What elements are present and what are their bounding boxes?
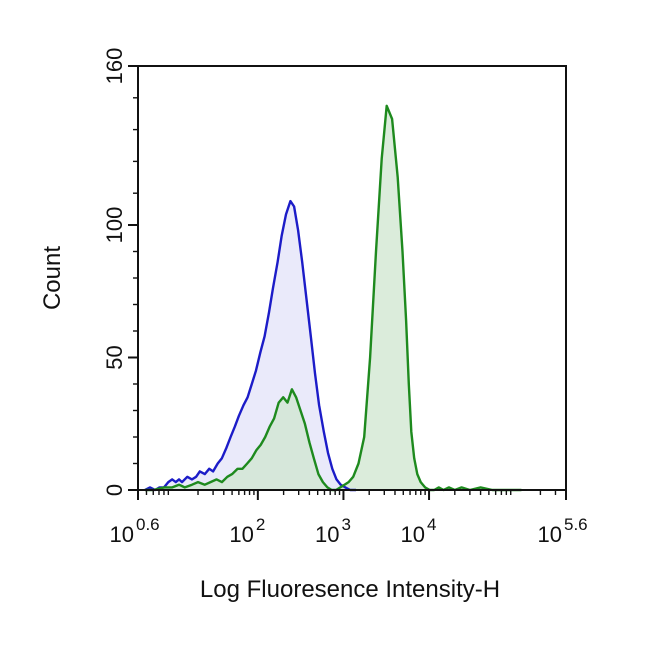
series-1-line [144, 199, 356, 492]
x-axis: 10 0.6 10 2 10 3 10 4 10 5.6 [110, 490, 588, 547]
y-tick-label: 50 [102, 345, 127, 369]
series-lines [144, 104, 522, 492]
x-tick-exponent: 4 [427, 515, 436, 534]
plot-frame [137, 65, 567, 491]
y-axis-title: Count [39, 246, 66, 310]
x-tick-label: 10 [229, 522, 253, 547]
x-tick-label: 10 [401, 522, 425, 547]
series-2-area [145, 105, 522, 491]
y-tick-label: 100 [102, 207, 127, 244]
x-tick-label: 10 [110, 522, 134, 547]
y-axis: 0 50 100 160 [102, 48, 138, 496]
series-2-line [145, 104, 522, 492]
x-tick-exponent: 3 [341, 515, 350, 534]
x-tick-exponent: 5.6 [564, 515, 588, 534]
x-tick-label: 10 [315, 522, 339, 547]
series-1-area [145, 201, 356, 490]
x-tick-exponent: 0.6 [136, 515, 160, 534]
series-areas [145, 105, 522, 491]
y-tick-label: 160 [102, 48, 127, 85]
x-tick-exponent: 2 [256, 515, 265, 534]
y-tick-label: 0 [102, 484, 127, 496]
x-axis-title: Log Fluoresence Intensity-H [200, 576, 500, 603]
x-tick-label: 10 [538, 522, 562, 547]
